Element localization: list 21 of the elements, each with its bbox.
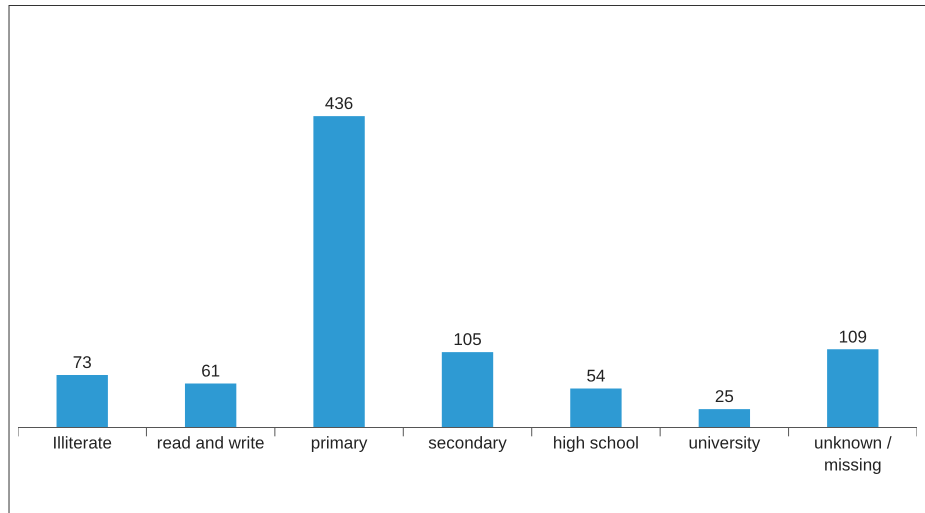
data-label: 61	[201, 362, 220, 381]
bar	[184, 384, 236, 427]
x-tick-label: secondary	[428, 433, 508, 452]
x-tick-label: university	[688, 433, 761, 452]
bar	[570, 388, 622, 427]
data-label: 109	[838, 327, 867, 346]
data-label: 436	[324, 94, 354, 114]
data-label: 105	[453, 330, 482, 350]
data-label: 25	[714, 387, 734, 406]
bar	[56, 374, 108, 427]
x-tick-label: Illiterate	[52, 433, 112, 452]
bar	[313, 116, 365, 427]
x-tick-label: unknown / missing	[814, 433, 892, 474]
bar	[698, 409, 750, 427]
data-label: 73	[72, 352, 92, 372]
x-tick-label: high school	[552, 433, 639, 452]
x-tick-label: primary	[310, 433, 368, 452]
data-label: 54	[586, 366, 606, 386]
bar	[827, 349, 878, 427]
x-tick-label: read and write	[156, 433, 265, 452]
bar	[442, 352, 494, 427]
